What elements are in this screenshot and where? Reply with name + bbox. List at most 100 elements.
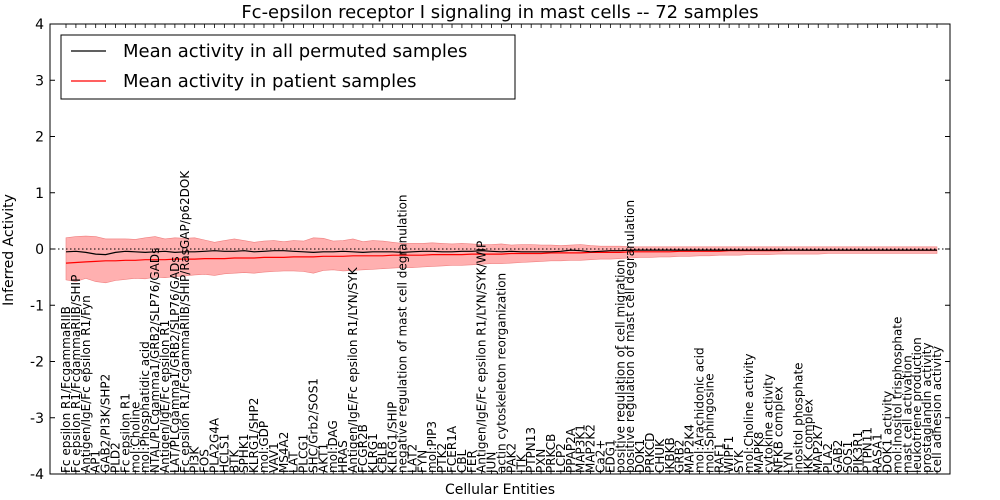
x-category-label: Fc epsilon R1/FcgammaRIIB/SHIP xyxy=(69,275,83,473)
x-category-label: KLRG1 xyxy=(366,433,380,473)
x-category-label: CBLB xyxy=(376,441,390,473)
x-category-label: LAT/PLCgamma1/GRB2/SLP76/GADs xyxy=(168,256,182,473)
x-axis-label: Cellular Entities xyxy=(445,482,555,498)
chart-title: Fc-epsilon receptor I signaling in mast … xyxy=(241,2,758,23)
x-category-label: actin cytoskeleton reorganization xyxy=(495,273,509,473)
x-category-label: KLRG1/SHP2 xyxy=(247,398,261,473)
x-category-label: PLD2 xyxy=(109,442,123,473)
x-category-label: LAT xyxy=(287,451,301,473)
x-category-label: JUN xyxy=(485,452,499,474)
x-category-label: MAP2K4 xyxy=(683,424,697,473)
x-category-label: FYN xyxy=(415,450,429,473)
x-category-label: FER xyxy=(465,450,479,473)
x-category-label: SYK xyxy=(732,449,746,473)
x-category-label: mol:DAG xyxy=(326,420,340,473)
y-tick-label: 2 xyxy=(35,130,44,146)
x-category-label: NFKB complex xyxy=(772,386,786,473)
x-category-label: mol:PIP3 xyxy=(425,421,439,473)
confidence-band-layer xyxy=(65,235,938,284)
x-category-label: Fc epsilon R1 xyxy=(118,393,132,473)
x-category-label: MAP2K2 xyxy=(584,424,598,473)
x-category-label: MAP3K1 xyxy=(574,424,588,473)
x-category-label: leukotriene production xyxy=(910,337,924,473)
x-category-label: ITK xyxy=(514,453,528,473)
x-category-label: PPAP2A xyxy=(564,427,578,473)
x-category-label: Fc epsilon R1/FcgammaRIIB/SHIP/RasGAP/p6… xyxy=(178,170,192,473)
x-category-label: HCLS1 xyxy=(217,434,231,473)
y-tick-label: -4 xyxy=(30,467,44,483)
legend-entry-label: Mean activity in patient samples xyxy=(123,71,417,92)
y-axis-label: Inferred Activity xyxy=(1,194,17,306)
y-tick-label: -3 xyxy=(30,411,44,427)
x-category-label: MAP2K7 xyxy=(811,424,825,473)
x-category-label: mol:Phosphatidic acid xyxy=(138,341,152,473)
x-category-label: PRKCD xyxy=(643,433,657,473)
axis-layer: -4 -3 -2 -1 0 1 2 3 4 xyxy=(30,17,951,483)
x-category-label: DOK1 xyxy=(633,439,647,473)
legend: Mean activity in all permuted samples Mea… xyxy=(60,34,516,100)
series-line-permuted xyxy=(65,249,937,256)
x-category-label: mol:Inositol trisphosphate xyxy=(890,317,904,473)
x-category-label: SHC/Grb2/SOS1 xyxy=(306,378,320,473)
x-category-label: PIK3R1 xyxy=(851,431,865,473)
x-category-label: WIPF1 xyxy=(722,436,736,473)
x-category-label: prostaglandin activity xyxy=(920,343,934,473)
x-category-label: Fc epsilon R1/FcgammaRIIB xyxy=(59,306,73,473)
y-tick-label: -1 xyxy=(30,298,44,314)
x-category-label: mol:Arachidonic acid xyxy=(693,347,707,473)
x-category-label: negative regulation of mast cell degranu… xyxy=(396,194,410,473)
x-category-label: MS4A2 xyxy=(277,432,291,473)
x-category-label: IKK complex xyxy=(801,399,815,473)
x-category-label: positive regulation of cell migration xyxy=(613,260,627,473)
x-category-label: AP1 xyxy=(89,450,103,473)
x-category-label: PTPN13 xyxy=(524,427,538,473)
x-category-label: GRB2 xyxy=(673,440,687,474)
x-category-label: PRKCB xyxy=(544,434,558,473)
x-category-label: Antigen/IgE/Fc epsilon R1/LYN/SYK/WIP xyxy=(475,241,489,473)
x-category-label: mast cell activation xyxy=(900,355,914,473)
x-category-label: BTK xyxy=(227,448,241,473)
x-category-label: GAB2/PI3K/SHP2 xyxy=(99,374,113,473)
series-line-layer xyxy=(50,248,950,264)
x-category-label: RASA1 xyxy=(871,433,885,473)
x-category-label: LAT2 xyxy=(405,444,419,473)
x-category-label: PXN xyxy=(534,449,548,473)
x-category-label: PLA2G4A xyxy=(208,417,222,473)
x-category-label: IKBKB xyxy=(663,437,677,473)
x-category-label: CHUK xyxy=(653,438,667,473)
x-category-label: PTK2 xyxy=(435,443,449,473)
x-category-label: Antigen/IgE/Fc epsilon R1 xyxy=(158,320,172,473)
x-category-label: mol:GDP xyxy=(257,421,271,473)
x-category-label: mol:Choline activity xyxy=(742,354,756,473)
x-category-label: CBL xyxy=(455,449,469,473)
legend-entry-label: Mean activity in all permuted samples xyxy=(123,41,467,62)
x-category-label: KLRG1/SHIP xyxy=(386,402,400,473)
x-category-label: PTPN11 xyxy=(861,427,875,473)
x-category-label: EDG1 xyxy=(603,439,617,473)
x-category-label: NTAL/PLCgamma1/GRB2/SLP76/GADs xyxy=(148,248,162,473)
x-category-label: cell adhesion activity xyxy=(930,346,944,473)
x-category-label: FOS xyxy=(198,449,212,473)
x-category-label: LCP2 xyxy=(554,443,568,473)
x-category-label: PAK2 xyxy=(504,443,518,473)
x-category-label: PI3K xyxy=(188,446,202,473)
x-category-label: VAV1 xyxy=(267,442,281,473)
y-tick-label: 1 xyxy=(35,186,44,202)
y-tick-label: -2 xyxy=(30,355,44,371)
x-category-label: Ca2+ xyxy=(594,440,608,473)
x-category-label: FCER1A xyxy=(445,425,459,473)
y-tick-label: 0 xyxy=(35,242,44,258)
y-tick-label: 3 xyxy=(35,73,44,89)
x-category-label: HRAS xyxy=(336,440,350,473)
band-area xyxy=(65,235,938,284)
x-category-label: positive regulation of mast cell degranu… xyxy=(623,200,637,473)
x-category-label: cytokine activity xyxy=(762,374,776,473)
x-category-label: Antigen/IgE/Fc epsilon R1/LYN/SYK xyxy=(346,266,360,473)
x-category-label: inositol phosphate xyxy=(791,362,805,473)
x-category-label: SOS1 xyxy=(841,441,855,473)
x-category-label: MAPK8 xyxy=(752,432,766,473)
x-category-label: DOK1 activity xyxy=(881,391,895,473)
x-category-label: PLA2 xyxy=(821,443,835,473)
x-category-label: FCGR2B xyxy=(356,424,370,473)
